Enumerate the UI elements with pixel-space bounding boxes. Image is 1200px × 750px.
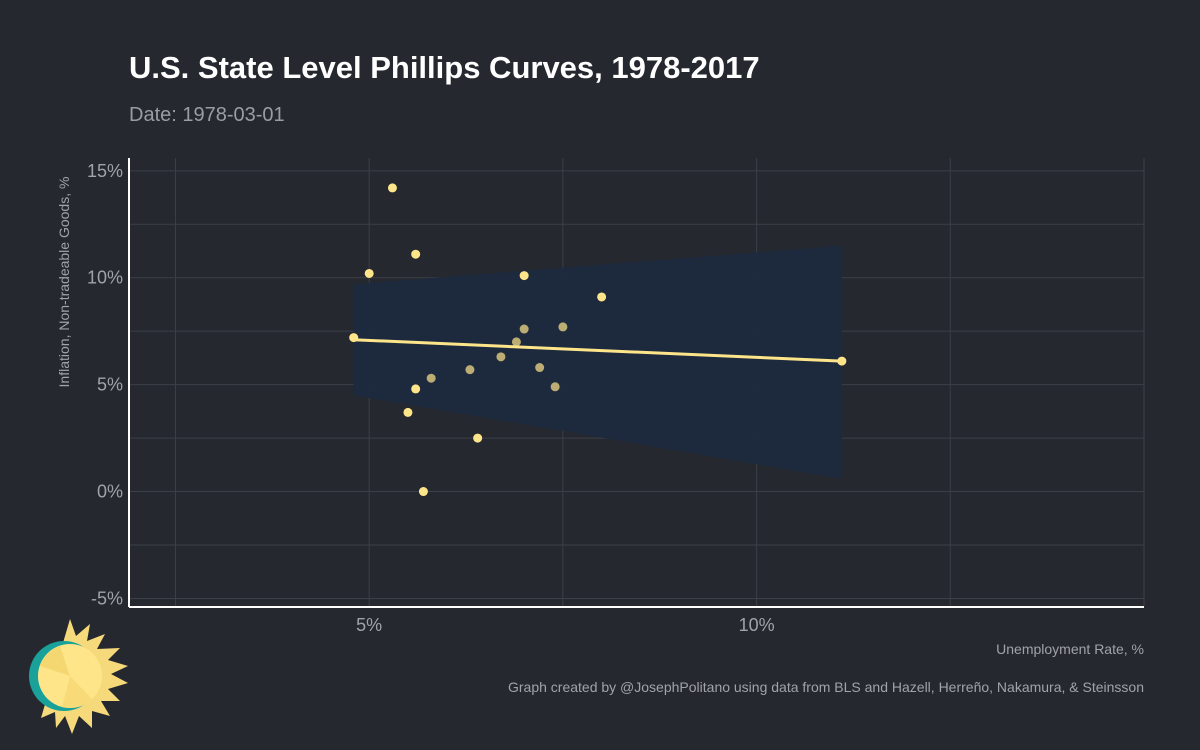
data-point (550, 382, 560, 392)
data-point (465, 365, 475, 375)
data-point (837, 356, 847, 366)
y-tick-label: 5% (97, 375, 123, 395)
data-point (496, 352, 506, 362)
fit-line-layer (353, 338, 842, 363)
y-axis-label: Inflation, Non-tradeable Goods, % (56, 177, 72, 388)
y-tick-label: 0% (97, 482, 123, 502)
data-point (473, 433, 483, 443)
y-tick-label: -5% (91, 588, 123, 608)
data-point (411, 249, 421, 259)
data-point-layer (349, 183, 847, 497)
data-point (597, 292, 607, 302)
tick-label-layer: 5% 10% -5% 0% 5% 10% 15% (87, 161, 775, 635)
data-point (364, 268, 374, 278)
data-point (558, 322, 568, 332)
x-tick-label: 5% (356, 615, 382, 635)
data-point (519, 271, 529, 281)
data-point (411, 384, 421, 394)
source-caption: Graph created by @JosephPolitano using d… (508, 679, 1144, 695)
y-tick-label: 10% (87, 268, 123, 288)
y-tick-label: 15% (87, 161, 123, 181)
chart-title: U.S. State Level Phillips Curves, 1978-2… (129, 50, 760, 85)
data-point (349, 333, 359, 343)
regression-line (353, 338, 842, 363)
confidence-band-layer (353, 245, 842, 479)
data-point (418, 487, 428, 497)
data-point (535, 363, 545, 373)
axis-layer (128, 158, 1144, 608)
confidence-band (353, 245, 842, 479)
sun-logo-icon (18, 618, 128, 741)
grid-layer (129, 158, 1145, 607)
data-point (403, 407, 413, 417)
x-tick-label: 10% (739, 615, 775, 635)
data-point (519, 324, 529, 334)
data-point (426, 373, 436, 383)
data-point (511, 337, 521, 347)
x-axis-label: Unemployment Rate, % (996, 641, 1144, 657)
data-point (387, 183, 397, 193)
chart-subtitle: Date: 1978-03-01 (129, 104, 285, 126)
